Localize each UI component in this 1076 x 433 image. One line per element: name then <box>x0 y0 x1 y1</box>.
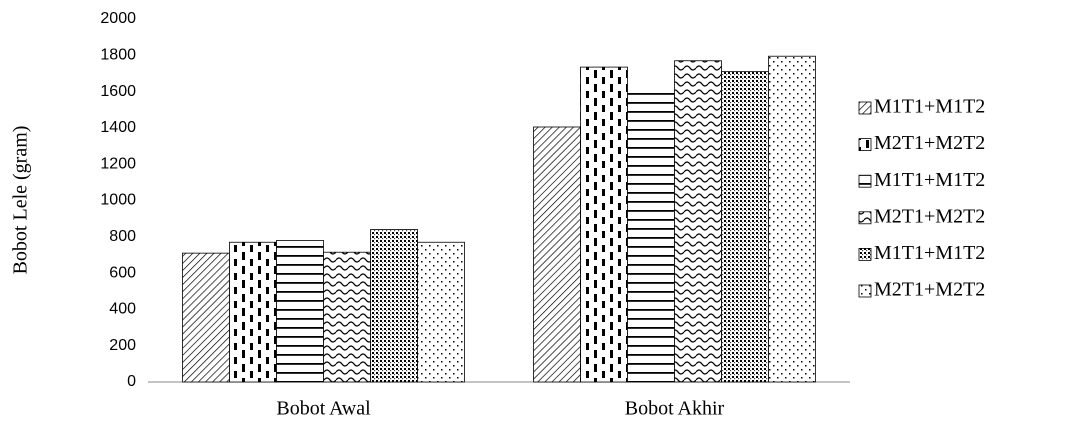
legend-swatch <box>858 247 872 261</box>
y-tick-label: 2000 <box>100 10 136 27</box>
y-tick-label: 1200 <box>100 155 136 172</box>
legend-label: M1T1+M1T2 <box>874 242 985 264</box>
bar <box>533 126 581 383</box>
bar <box>370 229 418 383</box>
y-tick-label: 1800 <box>100 47 136 64</box>
bar <box>674 60 722 383</box>
bar <box>323 251 371 383</box>
legend-label: M2T1+M2T2 <box>874 132 985 154</box>
bar <box>276 240 324 383</box>
y-tick-label: 1000 <box>100 192 136 209</box>
x-tick-label: Bobot Akhir <box>625 398 725 420</box>
legend-swatch <box>858 138 872 152</box>
bar <box>768 55 816 383</box>
y-tick-label: 1400 <box>100 119 136 136</box>
bar <box>182 252 230 383</box>
y-tick-label: 800 <box>109 228 136 245</box>
legend-label: M2T1+M2T2 <box>874 279 985 301</box>
legend-swatch <box>858 101 872 115</box>
bar <box>417 241 465 383</box>
bar <box>721 71 769 383</box>
x-tick-label: Bobot Awal <box>276 398 371 420</box>
y-tick-label: 1600 <box>100 83 136 100</box>
y-tick-label: 0 <box>127 373 136 390</box>
bar <box>229 241 277 383</box>
bar <box>627 93 675 383</box>
y-tick-label: 400 <box>109 301 136 318</box>
y-tick-label: 200 <box>109 337 136 354</box>
bar <box>580 66 628 383</box>
legend-swatch <box>858 284 872 298</box>
y-axis-title: Bobot Lele (gram) <box>10 126 32 275</box>
legend-label: M2T1+M2T2 <box>874 205 985 227</box>
legend-swatch <box>858 174 872 188</box>
legend-swatch <box>858 211 872 225</box>
y-tick-label: 600 <box>109 264 136 281</box>
legend-label: M1T1+M1T2 <box>874 169 985 191</box>
legend-label: M1T1+M1T2 <box>874 96 985 118</box>
